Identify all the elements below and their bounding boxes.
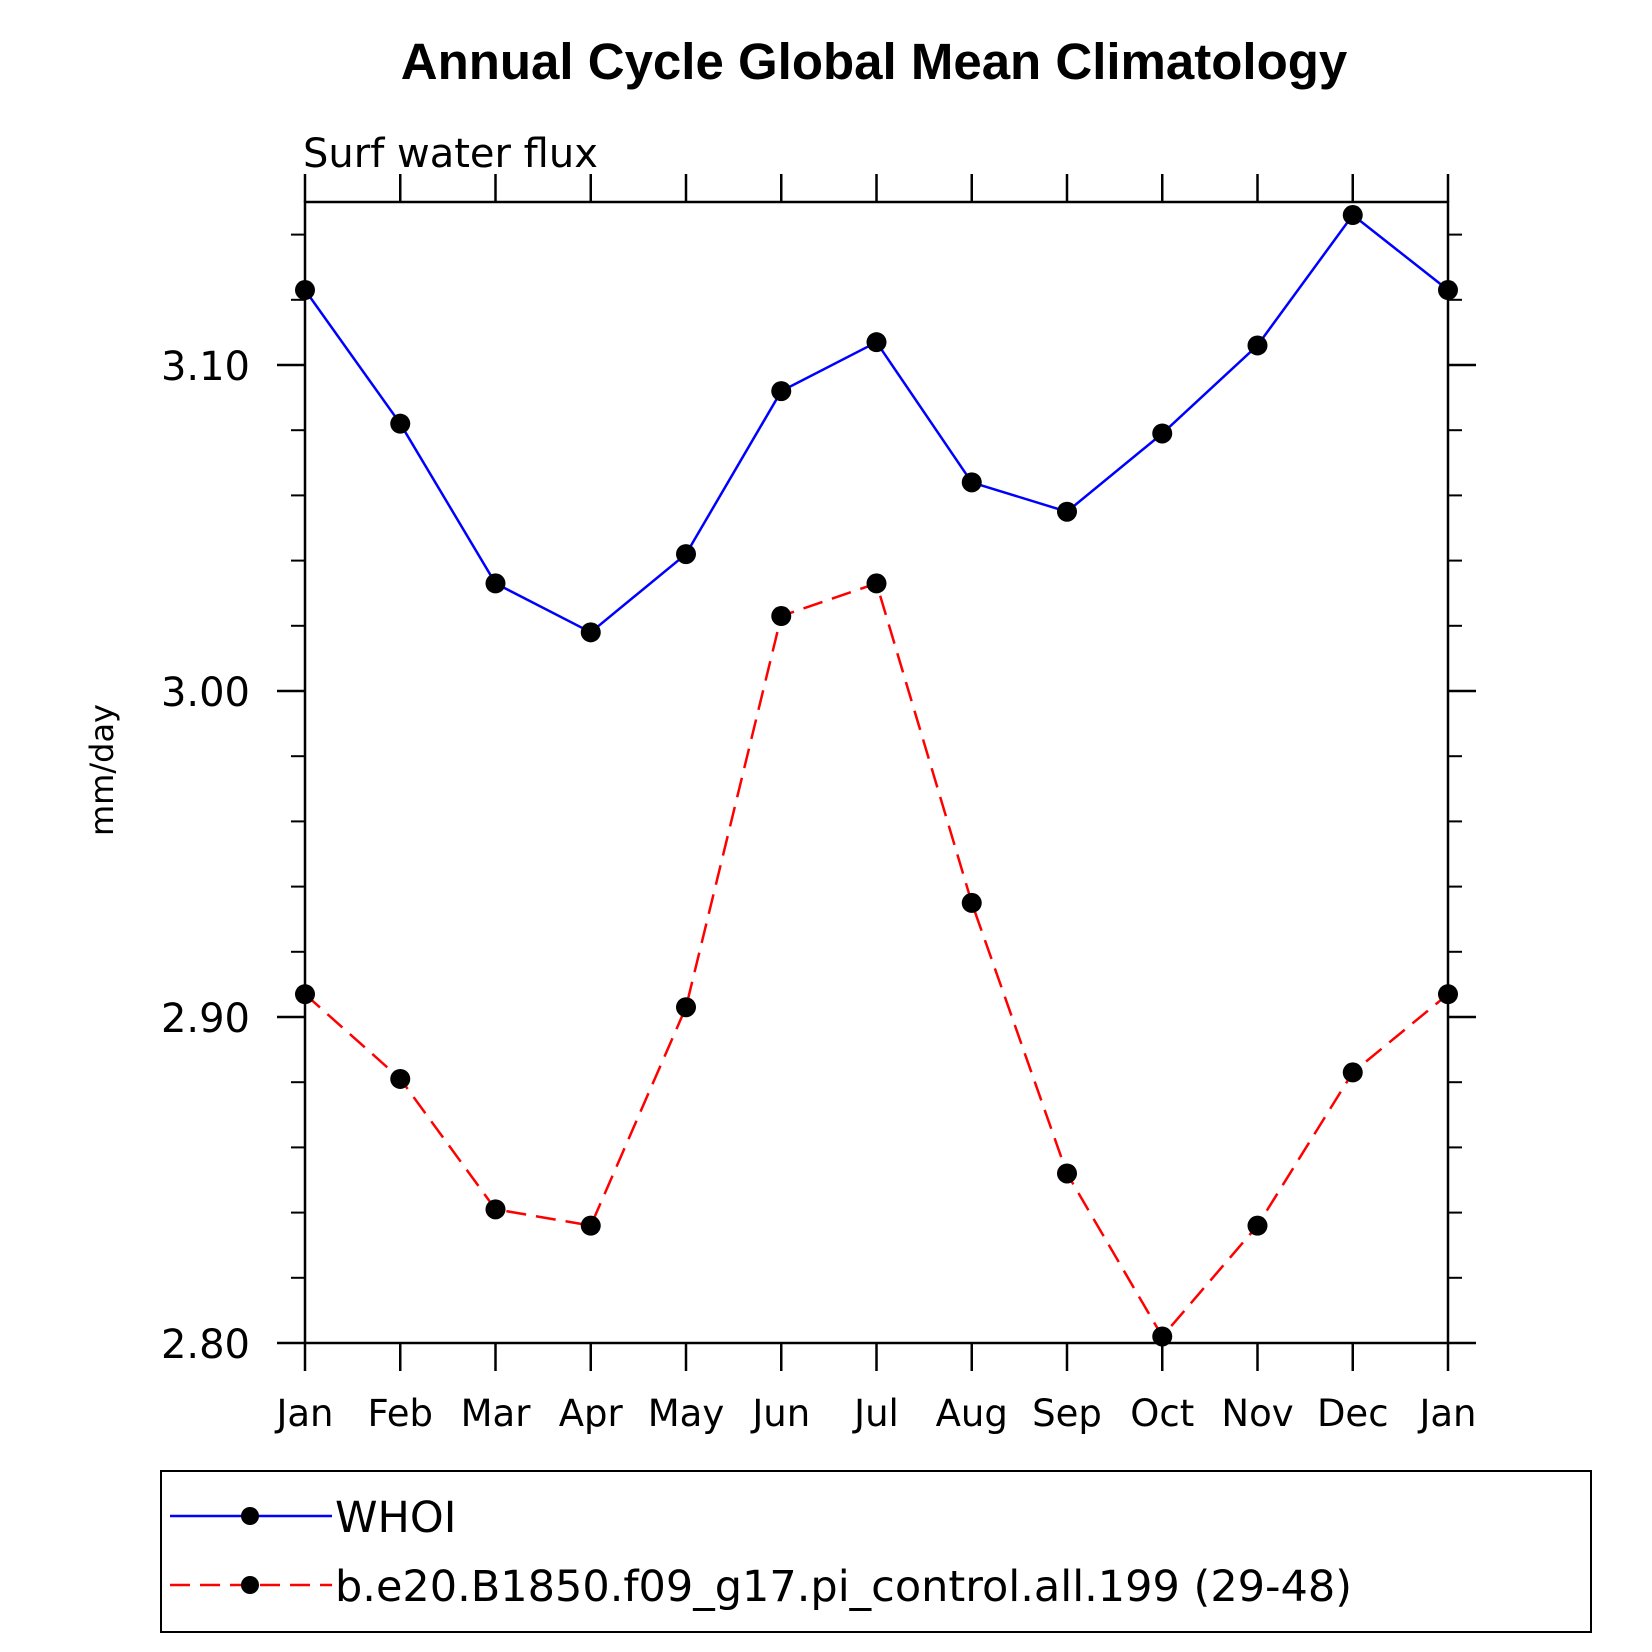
plot-frame bbox=[303, 200, 1450, 1345]
y-tick-label: 2.90 bbox=[161, 996, 250, 1042]
legend-box bbox=[160, 1470, 1592, 1633]
data-point bbox=[771, 606, 792, 627]
x-tick-label: Nov bbox=[1221, 1392, 1293, 1435]
series-line bbox=[303, 213, 1449, 634]
axis-ticks bbox=[277, 174, 1476, 1371]
data-point bbox=[961, 472, 982, 493]
x-tick-label: Jul bbox=[852, 1392, 899, 1435]
x-tick-label: May bbox=[648, 1392, 725, 1435]
x-tick-label: Aug bbox=[936, 1392, 1008, 1435]
data-point bbox=[1438, 280, 1458, 301]
legend-marker-whoi bbox=[241, 1507, 259, 1525]
data-point bbox=[485, 573, 506, 594]
x-tick-label: Oct bbox=[1130, 1392, 1194, 1435]
x-tick-label: Jan bbox=[274, 1392, 333, 1435]
data-point bbox=[1438, 984, 1458, 1005]
series-layer bbox=[295, 205, 1458, 1347]
legend-label-model: b.e20.B1850.f09_g17.pi_control.all.199 (… bbox=[335, 1562, 1352, 1612]
legend: WHOI b.e20.B1850.f09_g17.pi_control.all.… bbox=[160, 1470, 1592, 1633]
data-point bbox=[1152, 1326, 1173, 1347]
data-point bbox=[961, 892, 982, 913]
y-tick-label: 3.00 bbox=[161, 670, 250, 716]
x-tick-label: Apr bbox=[559, 1392, 624, 1435]
tick-labels: Jan Feb Mar Apr May Jun Jul Aug Sep Oct Nov Dec Jan 2… bbox=[161, 344, 1477, 1435]
y-tick-label: 2.80 bbox=[161, 1322, 250, 1368]
data-point bbox=[676, 997, 696, 1018]
data-point bbox=[1247, 335, 1268, 356]
data-point bbox=[1057, 1163, 1077, 1184]
data-point bbox=[1342, 205, 1363, 226]
chart-subtitle: Surf water flux bbox=[303, 131, 598, 177]
data-point bbox=[295, 984, 315, 1005]
series-line bbox=[304, 581, 1449, 1339]
data-point bbox=[771, 381, 792, 402]
data-point bbox=[580, 1215, 601, 1236]
data-point bbox=[1057, 501, 1077, 522]
data-point bbox=[866, 573, 887, 594]
data-point bbox=[866, 332, 887, 353]
data-point bbox=[390, 1068, 411, 1089]
legend-label-whoi: WHOI bbox=[335, 1493, 456, 1543]
chart-title: Annual Cycle Global Mean Climatology bbox=[401, 33, 1348, 90]
y-tick-label: 3.10 bbox=[161, 344, 250, 390]
x-tick-label: Dec bbox=[1317, 1392, 1389, 1435]
data-point bbox=[485, 1199, 506, 1220]
data-point bbox=[580, 622, 601, 643]
series-0 bbox=[295, 205, 1458, 643]
x-tick-label: Jun bbox=[750, 1392, 810, 1435]
x-tick-label: Feb bbox=[367, 1392, 433, 1435]
data-point bbox=[1342, 1062, 1363, 1083]
y-axis-label: mm/day bbox=[83, 704, 121, 836]
x-tick-label: Jan bbox=[1417, 1392, 1476, 1435]
x-tick-label: Mar bbox=[461, 1392, 532, 1435]
data-point bbox=[676, 544, 696, 565]
legend-marker-model bbox=[241, 1576, 259, 1594]
data-point bbox=[1247, 1215, 1268, 1236]
data-point bbox=[1152, 423, 1173, 444]
plot-border bbox=[303, 200, 1450, 1345]
data-point bbox=[295, 280, 315, 301]
data-point bbox=[390, 413, 411, 434]
series-1 bbox=[295, 573, 1458, 1347]
x-tick-label: Sep bbox=[1032, 1392, 1102, 1435]
